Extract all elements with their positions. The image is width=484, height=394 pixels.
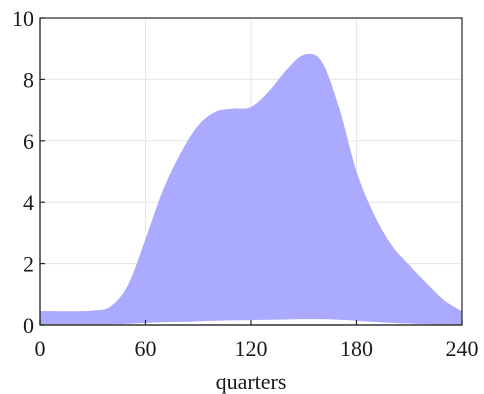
y-tick-label: 0	[23, 313, 34, 338]
x-tick-label: 240	[446, 336, 479, 361]
y-tick-label: 8	[23, 67, 34, 92]
x-tick-label: 180	[340, 336, 373, 361]
y-tick-label: 4	[23, 190, 34, 215]
y-tick-label: 2	[23, 252, 34, 277]
x-axis-label: quarters	[216, 369, 287, 394]
axis-ticks: 0 60 120 180 240 0 2 4 6 8 10	[12, 6, 479, 361]
area-band	[40, 53, 462, 325]
y-tick-label: 10	[12, 6, 34, 31]
y-tick-label: 6	[23, 129, 34, 154]
x-tick-label: 60	[135, 336, 157, 361]
x-tick-label: 0	[35, 336, 46, 361]
x-tick-label: 120	[235, 336, 268, 361]
